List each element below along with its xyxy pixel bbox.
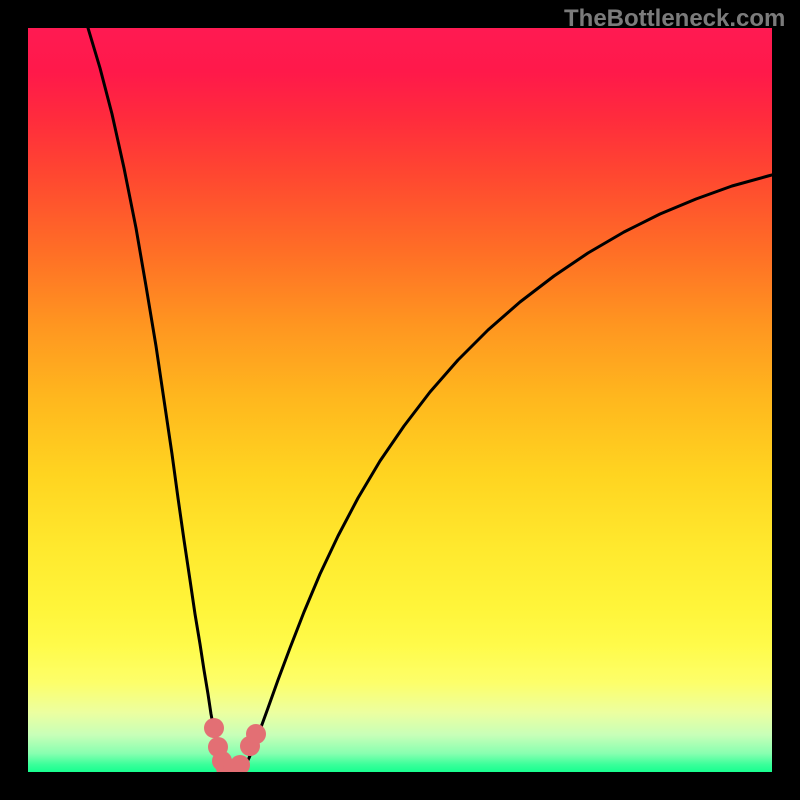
bottleneck-curve-right [240,175,772,772]
data-marker [230,755,250,775]
bottleneck-chart [0,0,800,800]
bottleneck-curve-left [88,28,225,772]
watermark-text: TheBottleneck.com [564,5,785,33]
data-marker [204,718,224,738]
data-markers-group [204,718,266,779]
data-marker [246,724,266,744]
